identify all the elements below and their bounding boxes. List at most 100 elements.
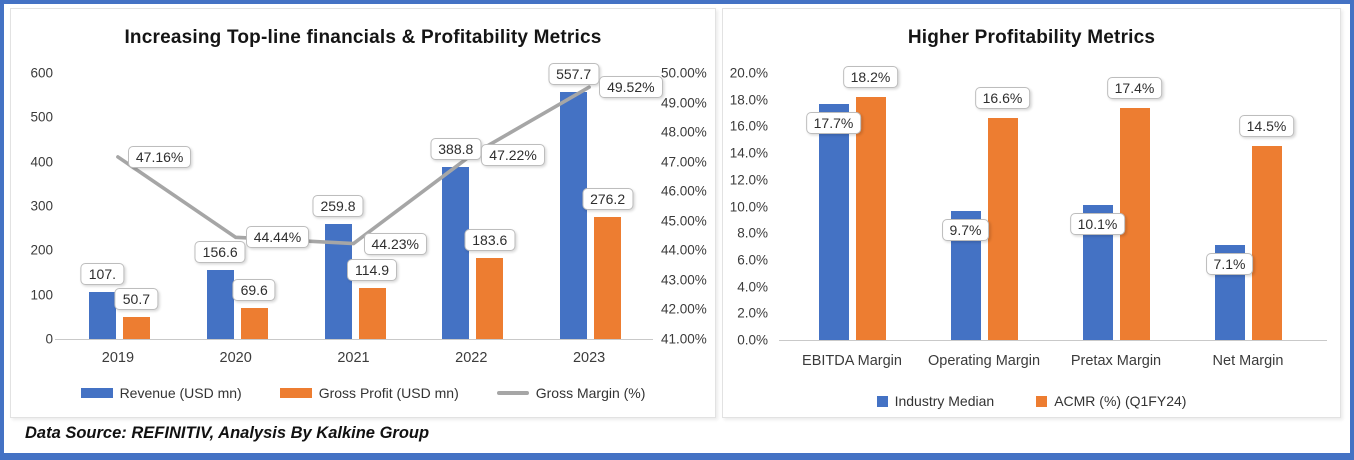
x-category-label: 2019 bbox=[101, 350, 135, 366]
revenue-data-label: 388.8 bbox=[430, 137, 482, 160]
gross-profit-legend-swatch bbox=[279, 388, 312, 398]
gross-profit-data-label: 69.6 bbox=[232, 279, 276, 302]
industry-median-bar bbox=[818, 103, 849, 340]
legend-item-industry-median: Industry Median bbox=[876, 393, 995, 409]
gross-margin-data-label: 49.52% bbox=[599, 76, 663, 99]
x-category-label: 2023 bbox=[572, 350, 606, 366]
revenue-bar bbox=[560, 91, 588, 339]
left-axis-tick-label: 600 bbox=[30, 65, 53, 81]
revenue-legend-label: Revenue (USD mn) bbox=[119, 385, 242, 401]
revenue-bar bbox=[206, 269, 234, 339]
revenue-data-label: 107. bbox=[80, 262, 125, 285]
gross-margin-data-label: 44.23% bbox=[363, 232, 427, 255]
combo-chart-title: Increasing Top-line financials & Profita… bbox=[124, 27, 602, 48]
y-axis-tick-label: 10.0% bbox=[729, 199, 768, 214]
x-category-label: Net Margin bbox=[1212, 353, 1284, 369]
right-axis-tick-label: 49.00% bbox=[661, 95, 707, 111]
x-axis-line bbox=[779, 340, 1327, 341]
acmr-data-label: 18.2% bbox=[842, 66, 899, 89]
revenue-data-label: 156.6 bbox=[194, 240, 246, 263]
right-axis-tick-label: 46.00% bbox=[661, 183, 707, 199]
gross-profit-data-label: 276.2 bbox=[582, 187, 634, 210]
revenue-data-label: 259.8 bbox=[312, 194, 364, 217]
left-axis-tick-label: 500 bbox=[30, 109, 53, 125]
legend-item-gross-margin: Gross Margin (%) bbox=[496, 385, 646, 401]
y-axis-tick-label: 12.0% bbox=[729, 172, 768, 188]
gross-margin-data-label: 47.16% bbox=[127, 145, 192, 168]
x-axis-line bbox=[55, 339, 653, 340]
industry-median-legend-label: Industry Median bbox=[894, 393, 995, 409]
acmr-legend-swatch bbox=[1036, 395, 1048, 407]
y-axis-tick-label: 18.0% bbox=[729, 92, 768, 108]
x-category-label: 2021 bbox=[337, 350, 370, 366]
right-axis-tick-label: 47.00% bbox=[661, 154, 707, 170]
x-category-label: Pretax Margin bbox=[1070, 353, 1162, 369]
gross-margin-data-label: 47.22% bbox=[481, 144, 545, 167]
y-axis-tick-label: 6.0% bbox=[737, 252, 768, 268]
left-axis-tick-label: 300 bbox=[30, 198, 53, 214]
profitability-chart-title: Higher Profitability Metrics bbox=[907, 27, 1156, 48]
legend-item-gross-profit: Gross Profit (USD mn) bbox=[279, 385, 459, 401]
y-axis-tick-label: 2.0% bbox=[737, 305, 768, 321]
acmr-data-label: 14.5% bbox=[1238, 115, 1295, 138]
profitability-chart-panel: Higher Profitability Metrics Industry Me… bbox=[722, 8, 1341, 418]
y-axis-tick-label: 20.0% bbox=[729, 65, 768, 81]
data-source-note: Data Source: REFINITIV, Analysis By Kalk… bbox=[25, 424, 430, 442]
left-axis-tick-label: 100 bbox=[30, 287, 53, 303]
legend-item-acmr: ACMR (%) (Q1FY24) bbox=[1036, 393, 1186, 409]
right-axis-tick-label: 48.00% bbox=[661, 124, 707, 140]
accent-border-right bbox=[1350, 0, 1354, 460]
industry-median-data-label: 7.1% bbox=[1205, 253, 1254, 276]
industry-median-data-label: 10.1% bbox=[1069, 213, 1126, 236]
combo-chart-panel: Increasing Top-line financials & Profita… bbox=[10, 8, 716, 418]
right-axis-tick-label: 42.00% bbox=[661, 301, 707, 317]
acmr-bar bbox=[855, 97, 886, 340]
industry-median-data-label: 9.7% bbox=[941, 218, 990, 241]
x-category-label: Operating Margin bbox=[927, 353, 1041, 369]
legend-item-revenue: Revenue (USD mn) bbox=[80, 385, 242, 401]
acmr-data-label: 16.6% bbox=[974, 87, 1031, 110]
industry-median-data-label: 17.7% bbox=[805, 111, 862, 134]
revenue-bar bbox=[324, 223, 352, 339]
acmr-bar bbox=[1251, 146, 1282, 340]
profitability-chart-legend: Industry Median ACMR (%) (Q1FY24) bbox=[723, 393, 1340, 409]
gross-margin-data-label: 44.44% bbox=[245, 226, 310, 249]
combo-chart-legend: Revenue (USD mn) Gross Profit (USD mn) G… bbox=[11, 385, 715, 401]
acmr-bar bbox=[987, 118, 1018, 340]
gross-profit-data-label: 50.7 bbox=[114, 287, 159, 310]
right-axis-tick-label: 45.00% bbox=[661, 213, 707, 229]
right-axis-tick-label: 41.00% bbox=[661, 331, 707, 347]
gross-margin-legend-label: Gross Margin (%) bbox=[535, 385, 646, 401]
gross-profit-bar bbox=[122, 316, 150, 339]
left-axis-tick-label: 0 bbox=[45, 331, 53, 347]
industry-median-legend-swatch bbox=[876, 395, 888, 407]
gross-profit-bar bbox=[358, 288, 386, 339]
y-axis-tick-label: 14.0% bbox=[729, 145, 768, 161]
accent-border-left bbox=[0, 0, 4, 460]
y-axis-tick-label: 4.0% bbox=[737, 279, 768, 295]
acmr-legend-label: ACMR (%) (Q1FY24) bbox=[1054, 393, 1187, 409]
x-category-label: 2022 bbox=[455, 350, 488, 366]
right-axis-tick-label: 44.00% bbox=[661, 242, 707, 258]
y-axis-tick-label: 16.0% bbox=[729, 118, 768, 134]
gross-profit-bar bbox=[240, 308, 268, 339]
gross-profit-legend-label: Gross Profit (USD mn) bbox=[318, 385, 459, 401]
gross-profit-data-label: 183.6 bbox=[464, 228, 516, 251]
x-category-label: EBITDA Margin bbox=[802, 353, 902, 369]
revenue-legend-swatch bbox=[80, 388, 113, 398]
gross-profit-bar bbox=[476, 257, 504, 339]
y-axis-tick-label: 8.0% bbox=[737, 225, 768, 241]
right-axis-tick-label: 43.00% bbox=[661, 272, 707, 288]
left-axis-tick-label: 200 bbox=[30, 242, 53, 258]
gross-profit-data-label: 114.9 bbox=[347, 259, 397, 282]
accent-border-bottom bbox=[0, 453, 1354, 460]
acmr-data-label: 17.4% bbox=[1106, 76, 1163, 99]
right-axis-tick-label: 50.00% bbox=[661, 65, 707, 81]
revenue-bar bbox=[442, 166, 470, 339]
y-axis-tick-label: 0.0% bbox=[737, 332, 768, 348]
revenue-bar bbox=[88, 291, 116, 339]
revenue-data-label: 557.7 bbox=[548, 62, 600, 85]
accent-border-top bbox=[0, 0, 1354, 4]
gross-profit-bar bbox=[594, 216, 622, 339]
